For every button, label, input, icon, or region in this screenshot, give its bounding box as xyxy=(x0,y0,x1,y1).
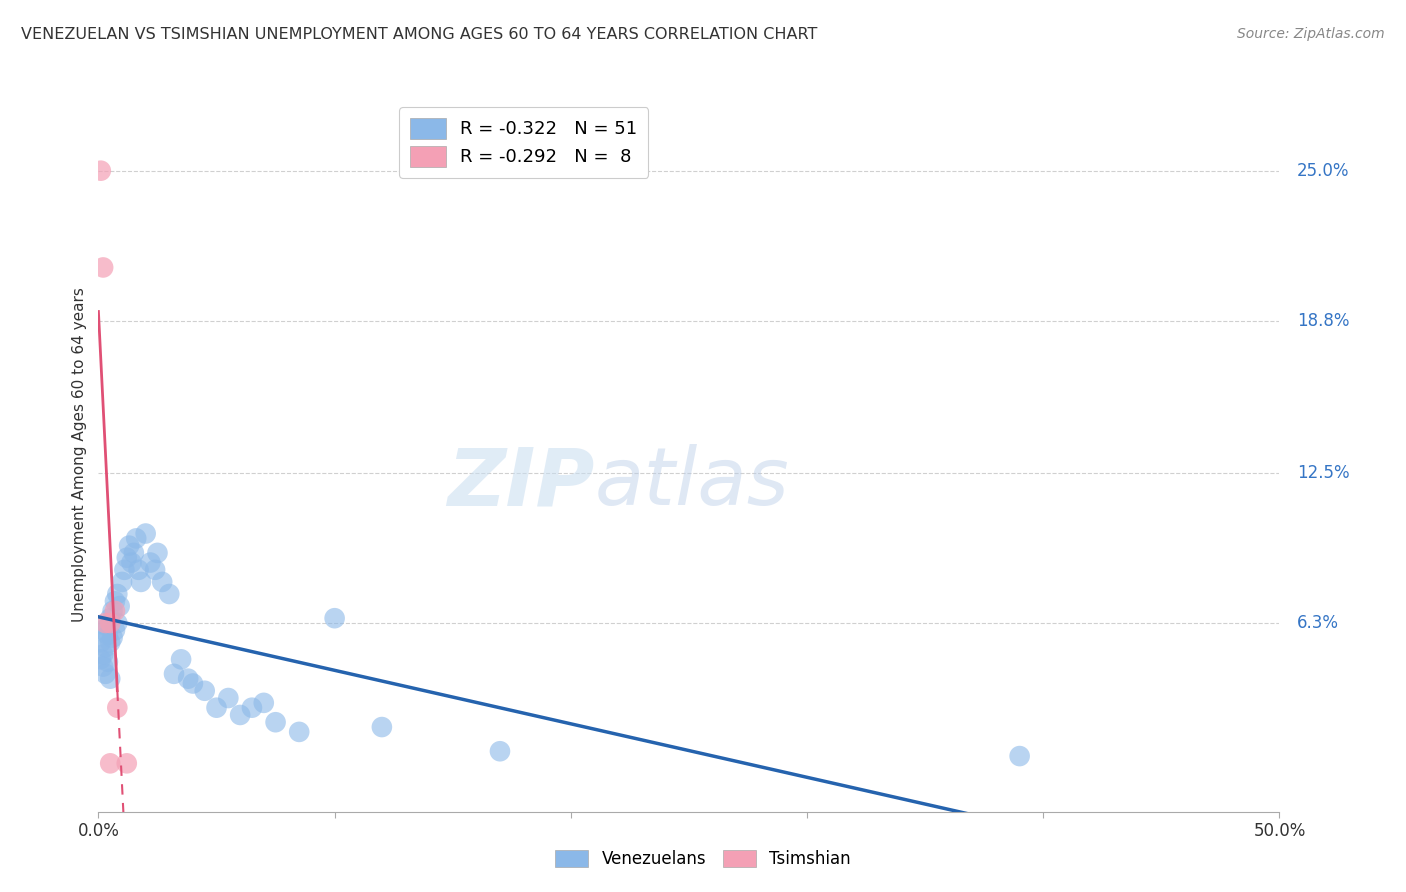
Point xyxy=(139,556,162,570)
Point xyxy=(115,550,138,565)
Point xyxy=(217,691,239,706)
Point xyxy=(91,659,114,673)
Point xyxy=(323,611,346,625)
Point xyxy=(150,574,173,589)
Text: 12.5%: 12.5% xyxy=(1298,464,1350,482)
Point xyxy=(229,708,252,723)
Point xyxy=(163,666,186,681)
Point xyxy=(118,539,141,553)
Point xyxy=(371,720,394,734)
Point xyxy=(143,563,166,577)
Point xyxy=(104,604,127,618)
Point xyxy=(122,546,145,560)
Point xyxy=(90,652,112,666)
Point xyxy=(489,744,512,758)
Point xyxy=(194,683,217,698)
Point xyxy=(101,631,124,645)
Point xyxy=(264,715,287,730)
Point xyxy=(104,624,127,638)
Point xyxy=(94,666,117,681)
Text: 6.3%: 6.3% xyxy=(1298,614,1339,632)
Point xyxy=(129,574,152,589)
Point xyxy=(101,604,124,618)
Y-axis label: Unemployment Among Ages 60 to 64 years: Unemployment Among Ages 60 to 64 years xyxy=(72,287,87,623)
Point xyxy=(157,587,180,601)
Point xyxy=(121,556,143,570)
Point xyxy=(111,574,134,589)
Point xyxy=(94,640,117,655)
Point xyxy=(98,615,121,630)
Point xyxy=(253,696,276,710)
Point xyxy=(288,725,311,739)
Point xyxy=(90,163,112,178)
Text: ZIP: ZIP xyxy=(447,444,595,523)
Point xyxy=(181,676,204,690)
Point xyxy=(146,546,169,560)
Point xyxy=(91,648,114,662)
Point xyxy=(105,615,128,630)
Point xyxy=(94,615,117,630)
Point xyxy=(97,628,120,642)
Point xyxy=(177,672,200,686)
Point xyxy=(91,260,114,275)
Text: Source: ZipAtlas.com: Source: ZipAtlas.com xyxy=(1237,27,1385,41)
Point xyxy=(104,594,127,608)
Point xyxy=(170,652,193,666)
Legend: Venezuelans, Tsimshian: Venezuelans, Tsimshian xyxy=(548,843,858,875)
Text: 25.0%: 25.0% xyxy=(1298,161,1350,179)
Point xyxy=(240,700,263,714)
Point xyxy=(108,599,131,613)
Point xyxy=(97,655,120,669)
Point xyxy=(105,700,128,714)
Point xyxy=(115,756,138,771)
Point xyxy=(205,700,228,714)
Point xyxy=(90,635,112,649)
Point xyxy=(91,624,114,638)
Point xyxy=(112,563,135,577)
Point xyxy=(98,635,121,649)
Point xyxy=(105,587,128,601)
Text: 18.8%: 18.8% xyxy=(1298,311,1350,330)
Text: VENEZUELAN VS TSIMSHIAN UNEMPLOYMENT AMONG AGES 60 TO 64 YEARS CORRELATION CHART: VENEZUELAN VS TSIMSHIAN UNEMPLOYMENT AMO… xyxy=(21,27,817,42)
Point xyxy=(98,672,121,686)
Point xyxy=(98,756,121,771)
Point xyxy=(135,526,157,541)
Text: atlas: atlas xyxy=(595,444,789,523)
Legend: R = -0.322   N = 51, R = -0.292   N =  8: R = -0.322 N = 51, R = -0.292 N = 8 xyxy=(399,107,648,178)
Point xyxy=(128,563,150,577)
Point xyxy=(98,611,121,625)
Point xyxy=(94,618,117,632)
Point xyxy=(1008,749,1031,764)
Point xyxy=(125,532,148,546)
